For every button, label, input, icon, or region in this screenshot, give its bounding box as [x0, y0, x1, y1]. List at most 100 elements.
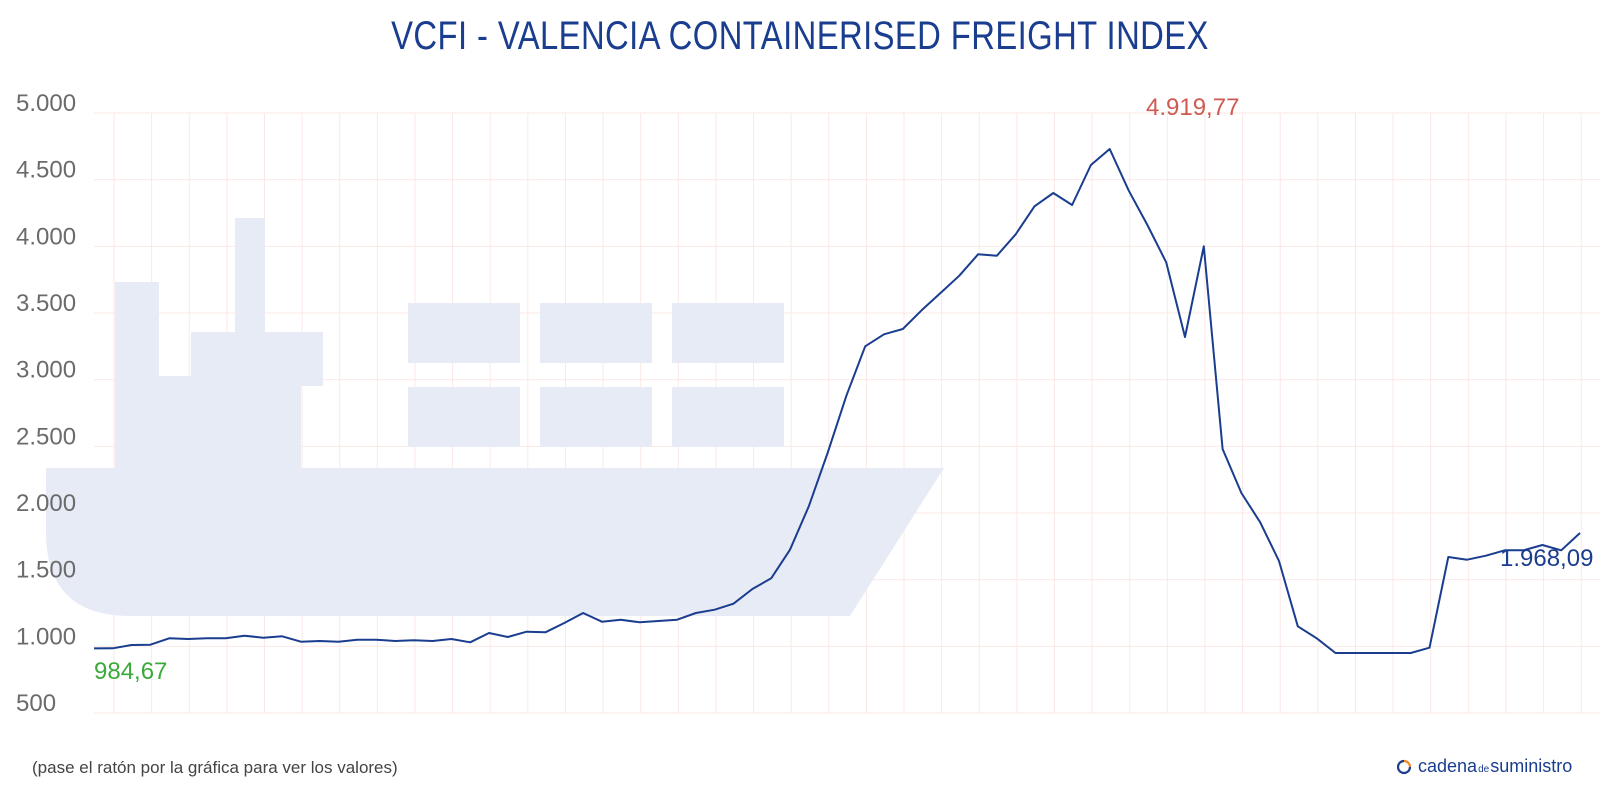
data-point[interactable] — [560, 619, 568, 627]
data-point[interactable] — [654, 617, 662, 625]
data-point[interactable] — [767, 574, 775, 582]
data-point[interactable] — [203, 634, 211, 642]
data-point[interactable] — [316, 637, 324, 645]
data-point[interactable] — [1087, 161, 1095, 169]
data-point[interactable] — [297, 638, 305, 646]
y-tick-label: 4.500 — [16, 157, 76, 184]
ship-mast-tall — [235, 218, 265, 472]
data-point[interactable] — [222, 634, 230, 642]
data-point[interactable] — [1331, 649, 1339, 657]
data-point[interactable] — [429, 637, 437, 645]
data-point[interactable] — [1143, 221, 1151, 229]
data-point[interactable] — [936, 289, 944, 297]
brand-logo: cadena de suministro — [1396, 756, 1572, 777]
data-point[interactable] — [861, 342, 869, 350]
chart-title: VCFI - VALENCIA CONTAINERISED FREIGHT IN… — [391, 14, 1209, 58]
data-point[interactable] — [579, 609, 587, 617]
data-point[interactable] — [805, 502, 813, 510]
data-point[interactable] — [1181, 333, 1189, 341]
data-point[interactable] — [899, 325, 907, 333]
ship-bridge-mid — [191, 332, 235, 472]
data-point[interactable] — [466, 638, 474, 646]
data-point[interactable] — [842, 392, 850, 400]
data-point[interactable] — [692, 609, 700, 617]
data-point[interactable] — [955, 272, 963, 280]
data-point[interactable] — [410, 636, 418, 644]
data-point[interactable] — [90, 644, 98, 652]
data-point[interactable] — [1350, 649, 1358, 657]
data-point[interactable] — [372, 636, 380, 644]
data-point[interactable] — [1463, 556, 1471, 564]
data-point[interactable] — [1068, 201, 1076, 209]
data-point[interactable] — [1501, 546, 1509, 554]
y-tick-label: 3.000 — [16, 357, 76, 384]
data-point[interactable] — [523, 628, 531, 636]
data-point[interactable] — [504, 633, 512, 641]
data-point[interactable] — [1125, 186, 1133, 194]
data-point[interactable] — [993, 252, 1001, 260]
data-point[interactable] — [824, 449, 832, 457]
data-point[interactable] — [391, 637, 399, 645]
data-point[interactable] — [617, 616, 625, 624]
data-point[interactable] — [1520, 546, 1528, 554]
data-point[interactable] — [259, 634, 267, 642]
data-point[interactable] — [1012, 230, 1020, 238]
y-tick-label: 3.500 — [16, 290, 76, 317]
data-point[interactable] — [240, 632, 248, 640]
data-point[interactable] — [1031, 202, 1039, 210]
data-point[interactable] — [128, 641, 136, 649]
data-point[interactable] — [1275, 557, 1283, 565]
data-point[interactable] — [1557, 546, 1565, 554]
data-point[interactable] — [1444, 553, 1452, 561]
data-point[interactable] — [1369, 649, 1377, 657]
data-point[interactable] — [1256, 518, 1264, 526]
data-point[interactable] — [730, 600, 738, 608]
data-point[interactable] — [541, 628, 549, 636]
data-point[interactable] — [109, 644, 117, 652]
series-line[interactable] — [93, 148, 1581, 654]
data-point[interactable] — [1482, 552, 1490, 560]
container-2 — [540, 303, 652, 363]
data-point[interactable] — [974, 250, 982, 258]
ship-watermark — [46, 218, 944, 616]
data-point[interactable] — [485, 629, 493, 637]
data-point[interactable] — [1219, 445, 1227, 453]
data-point[interactable] — [1576, 529, 1584, 537]
data-point[interactable] — [635, 618, 643, 626]
data-point[interactable] — [447, 635, 455, 643]
data-point[interactable] — [1237, 489, 1245, 497]
refresh-icon — [1396, 759, 1412, 774]
data-point[interactable] — [278, 632, 286, 640]
data-point[interactable] — [184, 635, 192, 643]
data-point[interactable] — [1106, 145, 1114, 153]
min-value-label: 984,67 — [94, 658, 167, 685]
max-value-label: 4.919,77 — [1146, 94, 1239, 121]
data-point[interactable] — [1294, 622, 1302, 630]
y-tick-label: 500 — [16, 690, 56, 717]
data-point[interactable] — [1538, 541, 1546, 549]
ship-bridge-base — [265, 386, 301, 472]
data-point[interactable] — [1407, 649, 1415, 657]
data-point[interactable] — [673, 616, 681, 624]
data-point[interactable] — [918, 306, 926, 314]
data-point[interactable] — [1162, 258, 1170, 266]
data-point[interactable] — [165, 634, 173, 642]
data-point[interactable] — [880, 330, 888, 338]
data-point[interactable] — [1388, 649, 1396, 657]
data-point[interactable] — [353, 636, 361, 644]
data-point[interactable] — [1426, 644, 1434, 652]
data-point[interactable] — [748, 585, 756, 593]
data-point[interactable] — [1200, 242, 1208, 250]
brand-name-part3: suministro — [1490, 756, 1573, 776]
data-point[interactable] — [146, 641, 154, 649]
data-point[interactable] — [711, 606, 719, 614]
data-point[interactable] — [1313, 634, 1321, 642]
y-tick-label: 4.000 — [16, 223, 76, 250]
data-point[interactable] — [786, 546, 794, 554]
last-value-label: 1.968,09 — [1500, 545, 1593, 572]
data-point[interactable] — [1049, 189, 1057, 197]
data-point[interactable] — [335, 638, 343, 646]
y-tick-label: 1.500 — [16, 557, 76, 584]
data-point[interactable] — [598, 618, 606, 626]
